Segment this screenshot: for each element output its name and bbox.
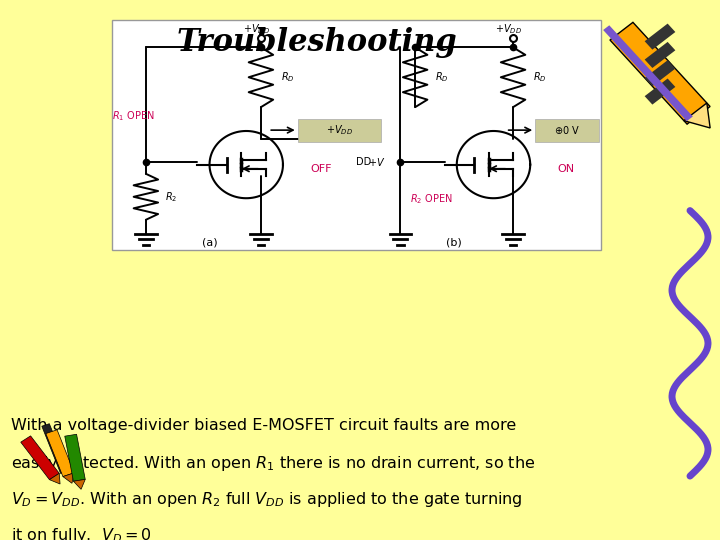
Polygon shape [63, 473, 74, 483]
Text: $R_2$: $R_2$ [166, 190, 178, 204]
Text: DD: DD [356, 157, 372, 167]
Text: $R_D$: $R_D$ [281, 70, 294, 84]
Text: Troubleshooting: Troubleshooting [176, 27, 457, 58]
Text: (b): (b) [446, 238, 462, 247]
Bar [644, 42, 675, 68]
Polygon shape [684, 103, 710, 128]
Text: easily detected. With an open $R_1$ there is no drain current, so the: easily detected. With an open $R_1$ ther… [11, 454, 535, 473]
Bar [21, 436, 59, 480]
Text: $R_1$ OPEN: $R_1$ OPEN [112, 110, 154, 123]
Polygon shape [73, 480, 85, 489]
Text: $+V_{DD}$: $+V_{DD}$ [243, 22, 269, 36]
Text: it on fully.  $V_D = 0$: it on fully. $V_D = 0$ [11, 526, 152, 540]
Text: With a voltage-divider biased E-MOSFET circuit faults are more: With a voltage-divider biased E-MOSFET c… [11, 418, 516, 433]
Text: $R_2$ OPEN: $R_2$ OPEN [410, 192, 453, 206]
Text: $V_D = V_{DD}$. With an open $R_2$ full $V_{DD}$ is applied to the gate turning: $V_D = V_{DD}$. With an open $R_2$ full … [11, 490, 523, 509]
Bar [112, 20, 601, 249]
Text: OFF: OFF [310, 164, 331, 174]
Text: $R_D$: $R_D$ [533, 70, 546, 84]
Bar [65, 434, 85, 481]
Bar [644, 60, 675, 86]
Bar [297, 119, 381, 141]
Text: (a): (a) [202, 238, 217, 247]
Text: $\oplus$0 V: $\oplus$0 V [554, 124, 580, 136]
Text: $R_D$: $R_D$ [435, 70, 449, 84]
Text: ON: ON [557, 164, 575, 174]
Bar [535, 119, 599, 141]
Bar [610, 22, 710, 124]
Bar [644, 78, 675, 105]
Bar [603, 25, 693, 121]
Bar [42, 424, 68, 474]
Bar [644, 24, 675, 50]
Bar [46, 430, 74, 477]
Text: $+V_{DD}$: $+V_{DD}$ [325, 123, 353, 137]
Polygon shape [50, 474, 60, 484]
Text: $+V$: $+V$ [369, 156, 386, 168]
Text: $+V_{DD}$: $+V_{DD}$ [495, 22, 522, 36]
